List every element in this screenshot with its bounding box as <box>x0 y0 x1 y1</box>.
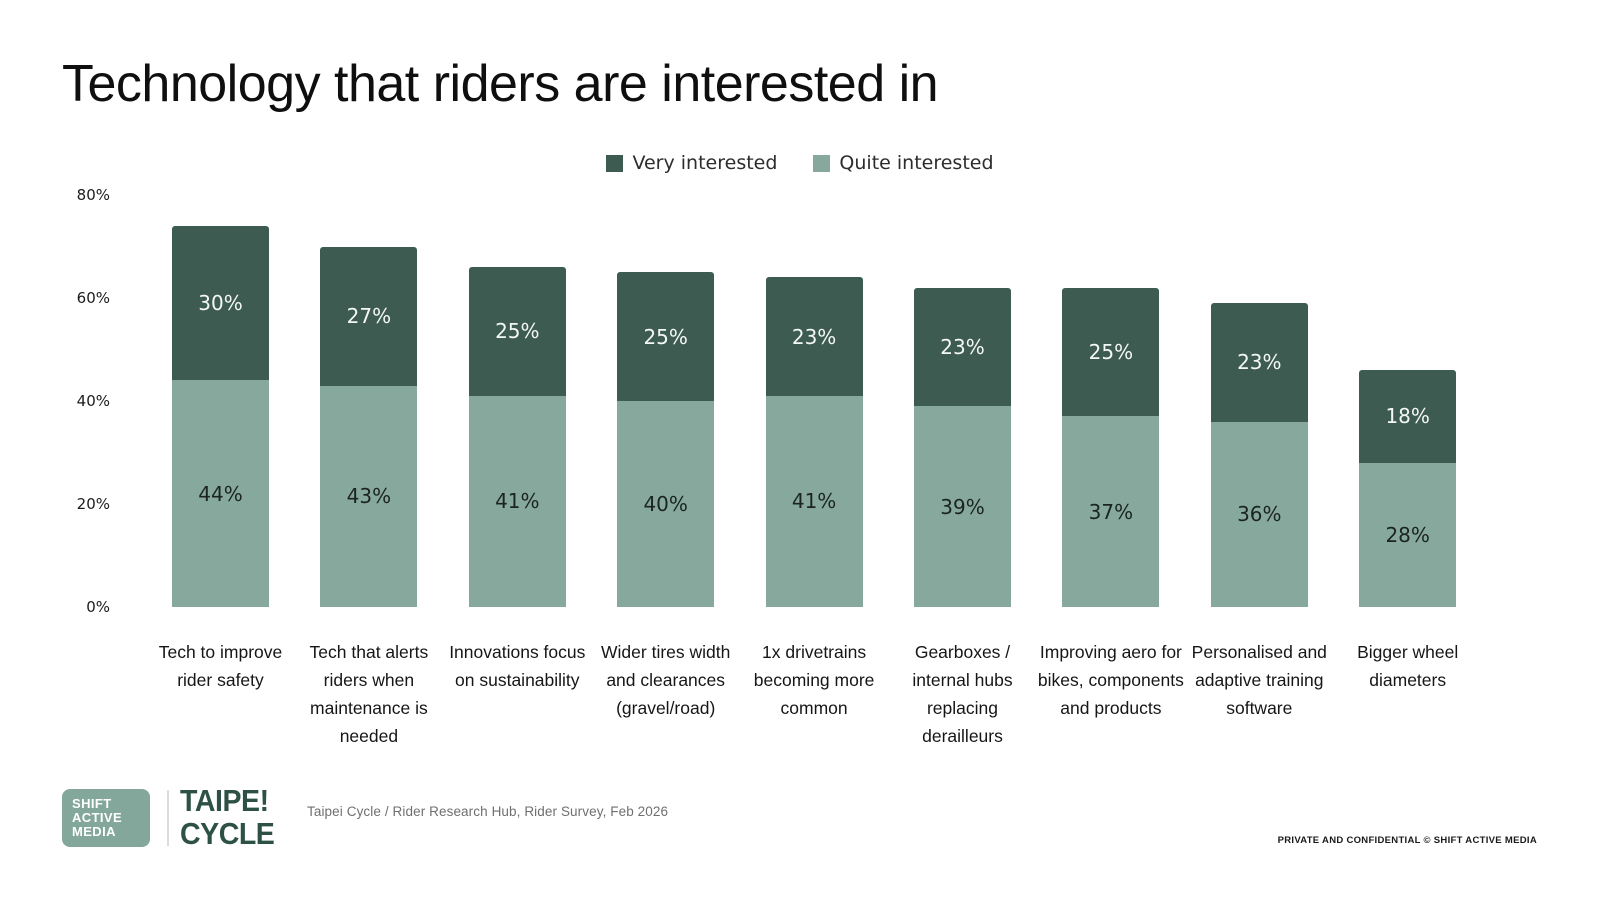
bar-value-label: 40% <box>643 492 688 516</box>
bar-value-label: 30% <box>198 291 243 316</box>
legend-item-quite-interested: Quite interested <box>813 152 994 174</box>
x-axis-category-label: Innovations focus on sustainability <box>449 642 586 690</box>
bar-value-label: 23% <box>940 334 985 359</box>
bar-segment-quite-interested: 41% <box>765 395 863 607</box>
x-axis-category-label: Bigger wheel diameters <box>1357 642 1459 690</box>
x-axis-category-label: Improving aero for bikes, components and… <box>1037 642 1184 718</box>
taipei-cycle-logo: TAIPE! CYCLE <box>180 783 275 851</box>
bar-segment-very-interested: 18% <box>1359 370 1457 463</box>
legend-item-very-interested: Very interested <box>606 152 777 174</box>
shift-logo-line: MEDIA <box>72 824 116 839</box>
legend-swatch-quite-interested <box>813 154 831 172</box>
bar-segment-very-interested: 23% <box>765 277 863 396</box>
bar-value-label: 36% <box>1237 502 1282 527</box>
bar-segment-very-interested: 25% <box>468 267 566 396</box>
bar-value-label: 25% <box>1088 340 1134 365</box>
bar-value-label: 27% <box>346 304 392 329</box>
bar-segment-quite-interested: 43% <box>320 385 418 607</box>
bar-segment-very-interested: 25% <box>1062 287 1160 417</box>
bar-segment-quite-interested: 28% <box>1359 462 1457 607</box>
bar-value-label: 44% <box>198 481 243 506</box>
x-axis-category-label: Tech that alerts riders when maintenance… <box>309 642 429 746</box>
taipei-logo-line: TAIPE! <box>180 783 269 818</box>
legend-label: Quite interested <box>839 152 994 174</box>
legend-swatch-very-interested <box>606 154 624 172</box>
y-axis-tick: 20% <box>76 495 110 513</box>
bar-value-label: 41% <box>791 489 837 514</box>
x-axis-category-label: Gearboxes / internal hubs replacing dera… <box>912 642 1013 746</box>
shift-logo-line: SHIFT <box>72 796 112 811</box>
x-axis-category-label: Wider tires width and clearances (gravel… <box>601 642 731 718</box>
bar-value-label: 18% <box>1385 404 1430 429</box>
bar-segment-very-interested: 23% <box>1210 303 1308 422</box>
y-axis-tick: 40% <box>76 392 110 410</box>
bar-value-label: 25% <box>495 319 540 344</box>
logo-divider <box>167 790 169 846</box>
y-axis-tick: 0% <box>86 598 110 616</box>
x-axis-category-label: 1x drivetrains becoming more common <box>753 642 875 718</box>
shift-active-media-logo: SHIFT ACTIVE MEDIA <box>62 789 150 847</box>
bar-segment-very-interested: 27% <box>320 246 418 386</box>
bar-segment-very-interested: 30% <box>172 225 269 381</box>
bar-segment-quite-interested: 41% <box>468 395 566 607</box>
bar-segment-quite-interested: 39% <box>914 406 1011 607</box>
chart-title: Technology that riders are interested in <box>62 55 939 113</box>
bar-value-label: 28% <box>1385 522 1430 547</box>
bar-segment-quite-interested: 36% <box>1210 421 1308 607</box>
bar-segment-very-interested: 25% <box>617 272 715 401</box>
bar-value-label: 39% <box>940 494 985 519</box>
bar-segment-quite-interested: 37% <box>1062 416 1160 607</box>
taipei-logo-line: CYCLE <box>180 816 275 851</box>
y-axis-tick: 80% <box>76 186 110 204</box>
bar-segment-very-interested: 23% <box>914 287 1011 407</box>
bar-segment-quite-interested: 44% <box>172 380 269 607</box>
bar-value-label: 23% <box>1237 350 1282 375</box>
source-caption: Taipei Cycle / Rider Research Hub, Rider… <box>307 804 669 819</box>
legend: Very interested Quite interested <box>0 152 1600 174</box>
bar-segment-quite-interested: 40% <box>617 401 715 607</box>
bar-value-label: 37% <box>1088 499 1134 524</box>
bar-value-label: 43% <box>346 484 392 509</box>
legend-label: Very interested <box>632 152 778 174</box>
y-axis-tick: 60% <box>76 289 110 307</box>
x-axis-category-label: Tech to improve rider safety <box>158 642 283 690</box>
bar-value-label: 25% <box>643 324 688 349</box>
bar-value-label: 41% <box>495 489 540 514</box>
shift-logo-line: ACTIVE <box>72 810 123 825</box>
bar-value-label: 23% <box>791 324 837 349</box>
x-axis-category-label: Personalised and adaptive training softw… <box>1191 642 1327 718</box>
confidentiality-notice: PRIVATE AND CONFIDENTIAL © SHIFT ACTIVE … <box>1277 835 1537 846</box>
